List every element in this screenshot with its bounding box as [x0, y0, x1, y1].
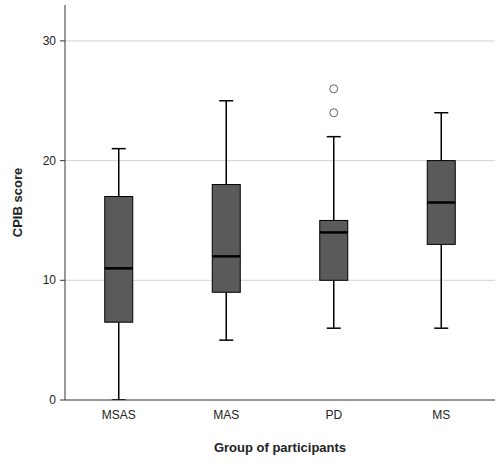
whisker-upper: [333, 137, 335, 221]
box: [212, 185, 240, 293]
category-label: MS: [432, 408, 450, 422]
whisker-upper: [118, 149, 120, 197]
outlier: [330, 109, 338, 117]
category-label: MSAS: [102, 408, 136, 422]
box: [320, 220, 348, 280]
whisker-lower: [441, 244, 443, 328]
whisker-cap-min: [112, 399, 126, 400]
category-label: PD: [325, 408, 342, 422]
tick-label: 10: [43, 273, 57, 287]
median-line: [427, 201, 455, 204]
whisker-cap-max: [219, 100, 233, 102]
grid-line: [65, 40, 495, 41]
box: [427, 161, 455, 245]
tick-mark: [60, 400, 65, 401]
whisker-lower: [118, 322, 120, 400]
median-line: [105, 267, 133, 270]
tick-mark: [60, 280, 65, 281]
y-axis: [65, 5, 66, 400]
chart: 0 10 20 30 MSAS MAS PD MS Group of participants C…: [0, 0, 500, 469]
median-line: [320, 231, 348, 234]
category-label: MAS: [213, 408, 239, 422]
whisker-cap-max: [112, 148, 126, 150]
whisker-cap-max: [327, 136, 341, 138]
whisker-cap-min: [327, 327, 341, 329]
whisker-upper: [441, 113, 443, 161]
tick-mark: [60, 40, 65, 41]
tick-label: 30: [43, 34, 57, 48]
x-axis: [65, 400, 495, 401]
median-line: [212, 255, 240, 258]
box: [105, 197, 133, 323]
tick-label: 0: [49, 393, 56, 407]
tick-mark: [60, 160, 65, 161]
y-axis-title: CPIB score: [10, 168, 25, 237]
whisker-cap-min: [434, 327, 448, 329]
tick-label: 20: [43, 154, 57, 168]
whisker-cap-max: [434, 112, 448, 114]
whisker-lower: [333, 280, 335, 328]
plot-area: [105, 85, 456, 400]
whisker-lower: [226, 292, 228, 340]
whisker-upper: [226, 101, 228, 185]
outlier: [330, 85, 338, 93]
x-axis-title: Group of participants: [214, 440, 346, 455]
whisker-cap-min: [219, 339, 233, 341]
